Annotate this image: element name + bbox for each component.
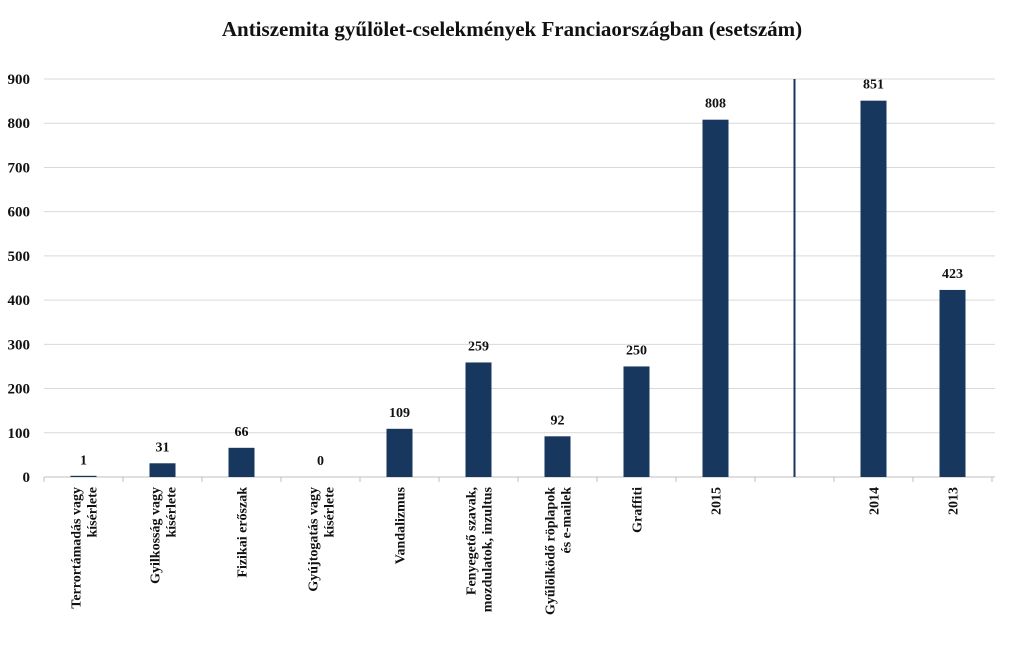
- data-label: 250: [626, 343, 647, 358]
- category-label: 2013: [947, 487, 962, 515]
- bar: [702, 119, 729, 477]
- y-axis-ticks: 0 100 200 300 400 500 600 700 800 900: [8, 72, 31, 486]
- bar: [544, 436, 571, 477]
- category-label-line: Fenyegető szavak,: [465, 487, 480, 595]
- x-axis-ticks: [43, 477, 993, 482]
- category-label-line: és e-mailek: [560, 487, 575, 554]
- chart-title: Antiszemita gyűlölet-cselekmények Franci…: [222, 17, 802, 41]
- y-tick-label: 800: [8, 116, 31, 132]
- y-tick-label: 400: [8, 293, 31, 309]
- y-tick-label: 0: [23, 470, 31, 486]
- bar: [149, 463, 176, 477]
- category-label-line: 2013: [947, 487, 962, 515]
- category-label: Gyilkosság vagy kísérlete: [149, 487, 180, 584]
- category-label: 2014: [868, 487, 883, 515]
- category-label: Fenyegető szavak, mozdulatok, inzultus: [465, 486, 496, 612]
- data-label: 851: [863, 78, 884, 93]
- data-label: 423: [942, 267, 963, 282]
- data-label: 109: [389, 406, 410, 421]
- bar: [70, 475, 97, 477]
- data-label: 1: [80, 454, 87, 469]
- bars: [70, 100, 966, 478]
- y-tick-label: 900: [8, 72, 31, 88]
- category-label: Vandalizmus: [394, 486, 409, 564]
- bar: [623, 366, 650, 477]
- data-label: 808: [705, 97, 726, 112]
- category-label: Graffiti: [631, 487, 646, 533]
- y-tick-label: 300: [8, 337, 31, 353]
- y-tick-label: 100: [8, 426, 31, 442]
- grid-layer: [44, 78, 995, 478]
- category-label-line: kísérlete: [323, 487, 338, 538]
- y-tick-label: 600: [8, 205, 31, 221]
- category-label-line: Vandalizmus: [394, 486, 409, 564]
- category-labels: Terrortámadás vagy kísérlete Gyilkosság va…: [70, 486, 962, 615]
- y-tick-label: 200: [8, 382, 31, 398]
- data-labels: 1 31 66 0 109 259 92 250 808 851 423: [80, 78, 963, 469]
- category-label-line: mozdulatok, inzultus: [481, 486, 496, 612]
- data-label: 92: [551, 413, 565, 428]
- bar: [228, 447, 255, 477]
- data-label: 0: [317, 454, 324, 469]
- data-label: 66: [235, 425, 249, 440]
- bar: [860, 100, 887, 478]
- category-label-line: Fizikai erőszak: [236, 487, 251, 578]
- data-label: 31: [156, 440, 170, 455]
- category-label: Terrortámadás vagy kísérlete: [70, 487, 101, 609]
- category-label-line: Gyilkosság vagy: [149, 487, 164, 584]
- bar: [386, 428, 413, 477]
- category-label-line: 2015: [710, 487, 725, 515]
- category-label-line: Gyújtogatás vagy: [307, 487, 322, 592]
- category-label-line: 2014: [868, 487, 883, 515]
- category-label: Gyűlölködő röplapok és e-mailek: [544, 487, 575, 615]
- category-label-line: kísérlete: [86, 487, 101, 538]
- y-tick-label: 700: [8, 160, 31, 176]
- bar: [939, 289, 966, 477]
- category-label: Gyújtogatás vagy kísérlete: [307, 487, 338, 592]
- category-label: Fizikai erőszak: [236, 487, 251, 578]
- category-label-line: kísérlete: [165, 487, 180, 538]
- category-label-line: Terrortámadás vagy: [70, 487, 85, 609]
- data-label: 259: [468, 339, 489, 354]
- bar: [465, 362, 492, 477]
- category-label-line: Gyűlölködő röplapok: [544, 487, 559, 615]
- category-label: 2015: [710, 487, 725, 515]
- category-label-line: Graffiti: [631, 487, 646, 533]
- y-tick-label: 500: [8, 249, 31, 265]
